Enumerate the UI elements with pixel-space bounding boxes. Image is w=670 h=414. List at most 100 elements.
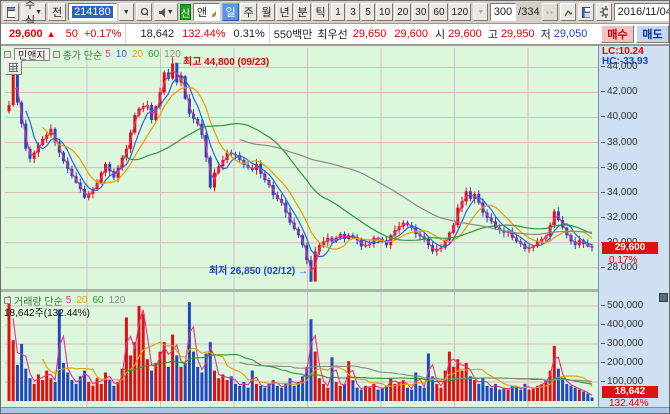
volume-chart-svg[interactable]: [5, 292, 598, 407]
price-tick-44000: 44,000: [601, 61, 638, 72]
chevron-down-icon: ▼: [166, 8, 174, 16]
price-tick-40000: 40,000: [601, 111, 638, 122]
line-chart-icon: [564, 9, 572, 16]
volume-tick-500000: 500,000: [601, 300, 643, 311]
price-ma-10: 10: [115, 49, 127, 60]
period-tab-틱[interactable]: 틱: [312, 3, 330, 21]
open-label: 시: [435, 29, 446, 41]
volume-ma-legend: 5 20 60 120: [66, 295, 126, 306]
price-tick-28000: 28,000: [601, 262, 638, 273]
last-price: 29,600: [9, 28, 43, 40]
code-dropdown-button[interactable]: ▼: [118, 3, 134, 21]
price-ma-5: 5: [105, 49, 111, 60]
more-options-button[interactable]: [541, 3, 558, 21]
minute-button-5[interactable]: 5: [361, 3, 376, 21]
volume-ma-5: 5: [65, 295, 72, 306]
settings-button[interactable]: [595, 3, 612, 21]
period-tab-일[interactable]: 일: [222, 3, 240, 21]
gear-icon: [599, 6, 608, 18]
high-annotation: ←최고 44,800 (09/23): [173, 57, 270, 68]
minute-button-60[interactable]: 60: [430, 3, 448, 21]
panel-divider[interactable]: [1, 289, 598, 292]
panel-toggle-icon[interactable]: [4, 297, 11, 304]
volume-ma-label: 거래량 단순: [14, 297, 63, 308]
volume-value: 18,642: [140, 28, 175, 40]
period-tab-분[interactable]: 분: [294, 3, 312, 21]
minute-buttons: 1 3 5 10 20 30 60 120: [331, 3, 472, 21]
date-value: 2016/11/04: [617, 6, 670, 18]
search-button[interactable]: [135, 3, 152, 21]
stock-name-field[interactable]: 민앤지: [192, 1, 221, 35]
minute-button-3[interactable]: 3: [346, 3, 361, 21]
price-chart-svg[interactable]: [5, 48, 598, 289]
price-axis[interactable]: LC:10.24 HC:-33.93 44,000 42,000 40,000 38,…: [598, 46, 669, 291]
sell-button[interactable]: 매도: [636, 25, 669, 43]
current-price-pct: 0.17%: [609, 255, 638, 266]
volume-ma-20: 20: [76, 295, 88, 306]
minute-button-1[interactable]: 1: [331, 3, 346, 21]
chart-grid-button[interactable]: [5, 60, 22, 75]
low-price: 29,050: [553, 28, 588, 40]
asset-type-dropdown[interactable]: 주식 ▼: [21, 1, 47, 27]
code-value: 214180: [72, 6, 113, 18]
new-listing-badge: 신: [179, 4, 191, 20]
volume-tick-100000: 100,000: [601, 376, 643, 387]
period-tab-년[interactable]: 년: [276, 3, 294, 21]
chart-type-button[interactable]: [559, 3, 576, 21]
period-tab-월[interactable]: 월: [258, 3, 276, 21]
price-ma-20: 20: [131, 49, 144, 60]
collapse-icon[interactable]: [659, 293, 668, 302]
best-quote-label: 최우선: [317, 29, 348, 41]
best-ask: 29,650: [352, 28, 387, 40]
price-ma-label: 종가 단순: [62, 51, 103, 62]
save-button[interactable]: [577, 3, 594, 21]
price-ma-legend: 5 10 20 60 120: [105, 49, 181, 60]
lc-value: LC:10.24: [602, 46, 644, 57]
panel-toggle-icon[interactable]: [4, 51, 11, 58]
chevron-down-icon: ▼: [122, 8, 130, 16]
minute-button-30[interactable]: 30: [412, 3, 430, 21]
price-change: 50: [65, 28, 78, 40]
price-ma-60: 60: [148, 49, 160, 60]
asset-type-label: 주식: [25, 0, 36, 27]
high-price: 29,950: [500, 28, 535, 40]
volume-summary: 18,642주(132.44%): [4, 308, 90, 319]
date-field[interactable]: 2016/11/04: [613, 3, 670, 21]
chevron-down-icon: ▼: [35, 8, 43, 16]
quote-info-bar: 29,600 ▲ 50 +0.17% 18,642 132.44% 0.31% …: [1, 23, 669, 45]
speaker-icon: [158, 7, 165, 17]
current-price-badge: 29,600: [602, 242, 658, 254]
chevron-down-icon: ▼: [477, 8, 485, 16]
volume-chart-header: 거래량 단순 5 20 60 120: [4, 293, 125, 308]
trade-value: 550백만: [273, 29, 313, 41]
open-price: 29,600: [448, 28, 482, 40]
floppy-icon: [581, 6, 590, 18]
horizontal-scrollbar[interactable]: [1, 407, 669, 413]
minute-button-10[interactable]: 10: [376, 3, 394, 21]
minute-button-120[interactable]: 120: [448, 3, 472, 21]
price-tick-34000: 34,000: [601, 187, 638, 198]
code-input[interactable]: 214180: [68, 3, 117, 21]
buy-button[interactable]: 매수: [601, 25, 634, 43]
prev-stock-button[interactable]: 전: [48, 3, 67, 21]
bar-count-input[interactable]: 300: [490, 3, 517, 21]
volume-ratio: 132.44%: [182, 28, 226, 40]
price-change-pct: +0.17%: [83, 28, 122, 40]
window-icon[interactable]: [3, 3, 19, 21]
panel-toggle-icon[interactable]: [52, 51, 60, 58]
price-tick-32000: 32,000: [601, 212, 638, 223]
turnover-pct: 0.31%: [233, 28, 265, 40]
high-label: 고: [487, 29, 498, 41]
period-tab-주[interactable]: 주: [240, 3, 258, 21]
price-ma-120: 120: [164, 49, 181, 60]
current-volume-pct: 132.44%: [609, 398, 649, 409]
chart-stock-name: 민앤지: [14, 48, 50, 62]
grid-icon: [9, 63, 18, 72]
minute-button-20[interactable]: 20: [394, 3, 412, 21]
volume-axis[interactable]: 500,000 400,000 300,000 200,000 100,000 18,6…: [598, 291, 669, 409]
chart-area: 민앤지 종가 단순 5 10 20 60 120 ←최고 44,800 (09/23) …: [1, 45, 669, 413]
disabled-dropdown[interactable]: ▼: [473, 3, 489, 21]
price-tick-36000: 36,000: [601, 162, 638, 173]
sound-button[interactable]: ▼: [153, 3, 178, 21]
